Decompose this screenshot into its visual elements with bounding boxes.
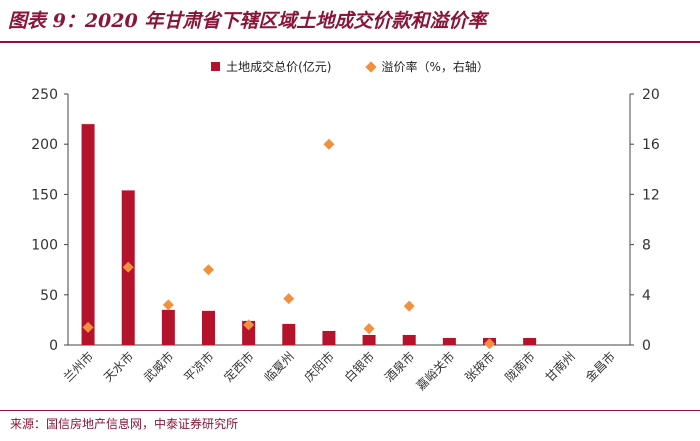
premium-marker bbox=[484, 338, 495, 350]
legend-swatch-bar bbox=[211, 62, 221, 71]
bar bbox=[362, 334, 376, 345]
category-label: 武威市 bbox=[140, 349, 176, 385]
right-tick-label: 4 bbox=[642, 288, 651, 304]
chart-title: 图表 9：2020 年甘肃省下辖区域土地成交价款和溢价率 bbox=[8, 10, 487, 32]
premium-marker bbox=[243, 319, 255, 331]
right-tick-label: 20 bbox=[642, 87, 660, 103]
category-label: 甘南州 bbox=[542, 349, 578, 385]
left-tick-label: 200 bbox=[31, 137, 58, 153]
bar bbox=[402, 334, 416, 345]
category-label: 平凉市 bbox=[181, 349, 217, 385]
category-label: 定西市 bbox=[221, 349, 257, 385]
category-label: 张掖市 bbox=[462, 349, 498, 385]
category-label: 兰州市 bbox=[60, 349, 96, 385]
title-divider bbox=[0, 41, 700, 43]
right-tick-label: 0 bbox=[642, 338, 651, 354]
premium-marker bbox=[403, 300, 415, 312]
bar bbox=[81, 124, 95, 346]
premium-marker bbox=[122, 261, 134, 273]
left-tick-label: 150 bbox=[31, 187, 58, 203]
left-tick-label: 250 bbox=[31, 87, 58, 103]
source-note: 来源：国信房地产信息网，中泰证券研究所 bbox=[10, 417, 239, 431]
category-label: 陇南市 bbox=[502, 349, 538, 385]
chart-legend: 土地成交总价(亿元) 溢价率（%，右轴） bbox=[0, 58, 700, 75]
premium-marker bbox=[283, 293, 295, 305]
legend-item-marker: 溢价率（%，右轴） bbox=[365, 58, 489, 75]
bar bbox=[322, 330, 336, 345]
left-tick-label: 100 bbox=[31, 238, 58, 254]
category-label: 临夏州 bbox=[262, 349, 297, 384]
premium-marker bbox=[323, 138, 335, 150]
premium-marker bbox=[82, 321, 94, 333]
category-label: 庆阳市 bbox=[301, 349, 337, 385]
bar bbox=[202, 310, 215, 345]
right-tick-label: 12 bbox=[642, 187, 660, 203]
bar bbox=[282, 323, 296, 345]
premium-marker bbox=[203, 264, 214, 276]
bar bbox=[442, 337, 456, 345]
category-label: 嘉峪关市 bbox=[413, 349, 458, 394]
legend-item-bar: 土地成交总价(亿元) bbox=[211, 58, 331, 75]
premium-marker bbox=[363, 323, 375, 335]
premium-marker bbox=[162, 299, 174, 311]
bar bbox=[161, 309, 175, 345]
left-tick-label: 0 bbox=[49, 338, 58, 354]
category-label: 白银市 bbox=[341, 349, 377, 385]
right-tick-label: 16 bbox=[642, 137, 660, 153]
source-divider bbox=[0, 410, 700, 411]
category-label: 金昌市 bbox=[582, 349, 618, 385]
right-tick-label: 8 bbox=[642, 238, 651, 254]
category-label: 酒泉市 bbox=[381, 349, 417, 385]
legend-label-bar: 土地成交总价(亿元) bbox=[226, 60, 332, 74]
left-tick-label: 50 bbox=[40, 288, 58, 304]
legend-label-marker: 溢价率（%，右轴） bbox=[381, 60, 489, 74]
category-label: 天水市 bbox=[100, 349, 136, 385]
bar bbox=[523, 337, 537, 345]
